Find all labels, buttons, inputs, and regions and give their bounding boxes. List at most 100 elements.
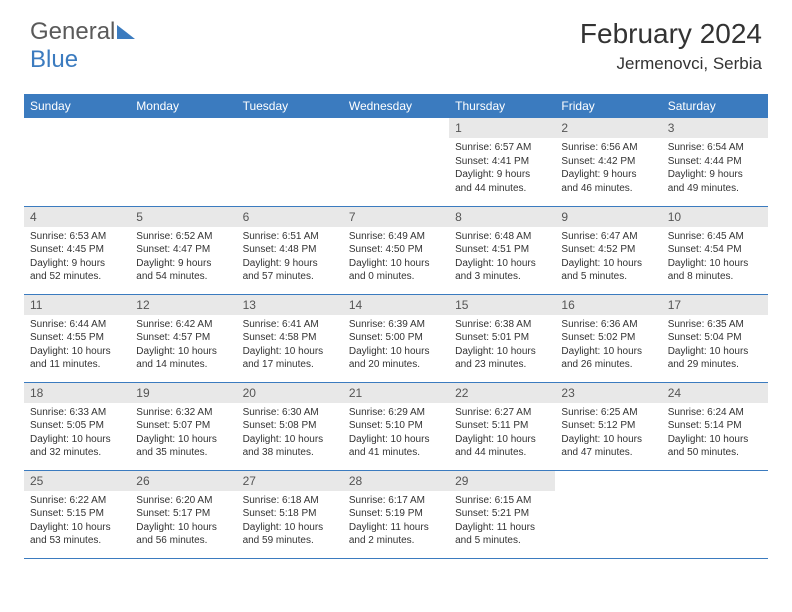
day-details: Sunrise: 6:33 AMSunset: 5:05 PMDaylight:… [24,403,130,464]
day-number: 28 [343,471,449,491]
calendar-cell: 14Sunrise: 6:39 AMSunset: 5:00 PMDayligh… [343,294,449,382]
calendar-row: 25Sunrise: 6:22 AMSunset: 5:15 PMDayligh… [24,470,768,558]
logo-text-blue: Blue [30,46,78,73]
day-details: Sunrise: 6:20 AMSunset: 5:17 PMDaylight:… [130,491,236,552]
day-number: 21 [343,383,449,403]
day-details: Sunrise: 6:54 AMSunset: 4:44 PMDaylight:… [662,138,768,199]
calendar-row: 18Sunrise: 6:33 AMSunset: 5:05 PMDayligh… [24,382,768,470]
day-header: Monday [130,94,236,118]
day-number: 12 [130,295,236,315]
calendar-cell: 2Sunrise: 6:56 AMSunset: 4:42 PMDaylight… [555,118,661,206]
day-details: Sunrise: 6:38 AMSunset: 5:01 PMDaylight:… [449,315,555,376]
calendar-row: 1Sunrise: 6:57 AMSunset: 4:41 PMDaylight… [24,118,768,206]
day-details: Sunrise: 6:18 AMSunset: 5:18 PMDaylight:… [237,491,343,552]
day-details: Sunrise: 6:42 AMSunset: 4:57 PMDaylight:… [130,315,236,376]
day-details: Sunrise: 6:56 AMSunset: 4:42 PMDaylight:… [555,138,661,199]
day-details: Sunrise: 6:48 AMSunset: 4:51 PMDaylight:… [449,227,555,288]
calendar-cell: 18Sunrise: 6:33 AMSunset: 5:05 PMDayligh… [24,382,130,470]
header: General Blue February 2024 Jermenovci, S… [0,0,792,86]
day-number: 17 [662,295,768,315]
day-details: Sunrise: 6:25 AMSunset: 5:12 PMDaylight:… [555,403,661,464]
day-number: 3 [662,118,768,138]
calendar-cell: 6Sunrise: 6:51 AMSunset: 4:48 PMDaylight… [237,206,343,294]
calendar-cell: 1Sunrise: 6:57 AMSunset: 4:41 PMDaylight… [449,118,555,206]
day-number: 20 [237,383,343,403]
calendar-cell: 12Sunrise: 6:42 AMSunset: 4:57 PMDayligh… [130,294,236,382]
calendar-cell: 24Sunrise: 6:24 AMSunset: 5:14 PMDayligh… [662,382,768,470]
day-details: Sunrise: 6:30 AMSunset: 5:08 PMDaylight:… [237,403,343,464]
day-details: Sunrise: 6:32 AMSunset: 5:07 PMDaylight:… [130,403,236,464]
day-number: 23 [555,383,661,403]
day-details: Sunrise: 6:44 AMSunset: 4:55 PMDaylight:… [24,315,130,376]
calendar-cell: 7Sunrise: 6:49 AMSunset: 4:50 PMDaylight… [343,206,449,294]
day-number: 19 [130,383,236,403]
calendar-cell: 13Sunrise: 6:41 AMSunset: 4:58 PMDayligh… [237,294,343,382]
day-details: Sunrise: 6:53 AMSunset: 4:45 PMDaylight:… [24,227,130,288]
day-number: 8 [449,207,555,227]
calendar-cell: 28Sunrise: 6:17 AMSunset: 5:19 PMDayligh… [343,470,449,558]
day-details: Sunrise: 6:57 AMSunset: 4:41 PMDaylight:… [449,138,555,199]
calendar-table: SundayMondayTuesdayWednesdayThursdayFrid… [24,94,768,559]
page-title: February 2024 [580,18,762,50]
calendar-cell: 19Sunrise: 6:32 AMSunset: 5:07 PMDayligh… [130,382,236,470]
calendar-cell: 25Sunrise: 6:22 AMSunset: 5:15 PMDayligh… [24,470,130,558]
day-details: Sunrise: 6:39 AMSunset: 5:00 PMDaylight:… [343,315,449,376]
day-details: Sunrise: 6:27 AMSunset: 5:11 PMDaylight:… [449,403,555,464]
day-header: Wednesday [343,94,449,118]
calendar-row: 11Sunrise: 6:44 AMSunset: 4:55 PMDayligh… [24,294,768,382]
logo-text-wrap: General Blue [30,18,135,74]
day-number: 2 [555,118,661,138]
day-number: 25 [24,471,130,491]
day-details: Sunrise: 6:41 AMSunset: 4:58 PMDaylight:… [237,315,343,376]
day-number: 4 [24,207,130,227]
day-header: Tuesday [237,94,343,118]
day-number: 10 [662,207,768,227]
calendar-cell: 3Sunrise: 6:54 AMSunset: 4:44 PMDaylight… [662,118,768,206]
calendar-cell: 16Sunrise: 6:36 AMSunset: 5:02 PMDayligh… [555,294,661,382]
day-details: Sunrise: 6:36 AMSunset: 5:02 PMDaylight:… [555,315,661,376]
day-details: Sunrise: 6:45 AMSunset: 4:54 PMDaylight:… [662,227,768,288]
calendar-cell [237,118,343,206]
day-details: Sunrise: 6:29 AMSunset: 5:10 PMDaylight:… [343,403,449,464]
day-header: Sunday [24,94,130,118]
calendar-cell: 29Sunrise: 6:15 AMSunset: 5:21 PMDayligh… [449,470,555,558]
day-details: Sunrise: 6:49 AMSunset: 4:50 PMDaylight:… [343,227,449,288]
calendar-cell: 27Sunrise: 6:18 AMSunset: 5:18 PMDayligh… [237,470,343,558]
day-number: 13 [237,295,343,315]
day-number: 1 [449,118,555,138]
calendar-cell: 9Sunrise: 6:47 AMSunset: 4:52 PMDaylight… [555,206,661,294]
day-number: 11 [24,295,130,315]
day-number: 16 [555,295,661,315]
day-details: Sunrise: 6:52 AMSunset: 4:47 PMDaylight:… [130,227,236,288]
calendar-cell: 26Sunrise: 6:20 AMSunset: 5:17 PMDayligh… [130,470,236,558]
day-header: Thursday [449,94,555,118]
calendar-cell [24,118,130,206]
calendar-cell [343,118,449,206]
calendar-cell: 10Sunrise: 6:45 AMSunset: 4:54 PMDayligh… [662,206,768,294]
day-number: 7 [343,207,449,227]
logo-triangle-icon [117,25,135,39]
day-header: Saturday [662,94,768,118]
logo-text-gray: General [30,18,115,45]
calendar-cell: 23Sunrise: 6:25 AMSunset: 5:12 PMDayligh… [555,382,661,470]
day-number: 26 [130,471,236,491]
calendar-cell: 8Sunrise: 6:48 AMSunset: 4:51 PMDaylight… [449,206,555,294]
day-header: Friday [555,94,661,118]
day-number: 15 [449,295,555,315]
day-details: Sunrise: 6:17 AMSunset: 5:19 PMDaylight:… [343,491,449,552]
logo: General Blue [30,18,135,74]
day-header-row: SundayMondayTuesdayWednesdayThursdayFrid… [24,94,768,118]
day-number: 29 [449,471,555,491]
day-number: 27 [237,471,343,491]
calendar-cell [130,118,236,206]
day-details: Sunrise: 6:51 AMSunset: 4:48 PMDaylight:… [237,227,343,288]
calendar-row: 4Sunrise: 6:53 AMSunset: 4:45 PMDaylight… [24,206,768,294]
day-details: Sunrise: 6:35 AMSunset: 5:04 PMDaylight:… [662,315,768,376]
title-block: February 2024 Jermenovci, Serbia [580,18,762,74]
day-number: 14 [343,295,449,315]
day-number: 5 [130,207,236,227]
calendar-cell [662,470,768,558]
day-details: Sunrise: 6:15 AMSunset: 5:21 PMDaylight:… [449,491,555,552]
calendar-cell: 20Sunrise: 6:30 AMSunset: 5:08 PMDayligh… [237,382,343,470]
day-details: Sunrise: 6:24 AMSunset: 5:14 PMDaylight:… [662,403,768,464]
